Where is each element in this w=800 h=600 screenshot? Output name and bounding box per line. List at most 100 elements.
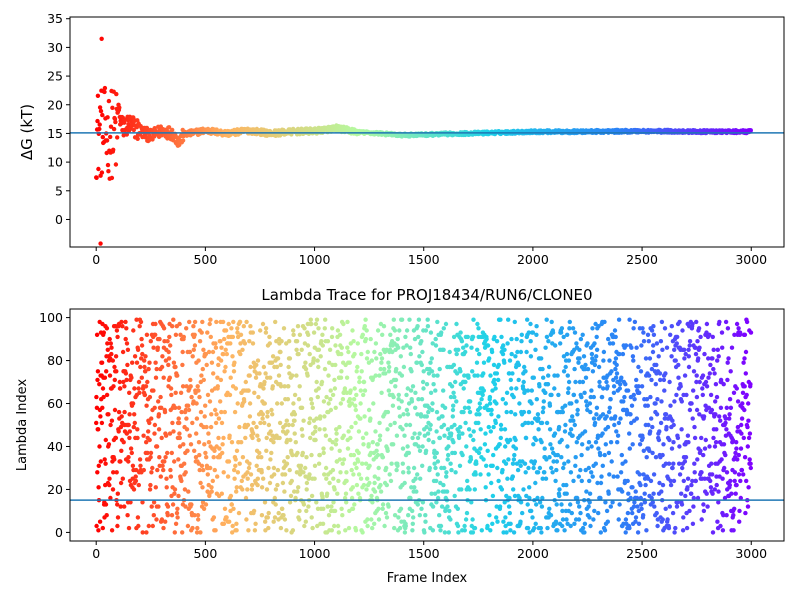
lambda-point: [575, 495, 580, 501]
delta-g-point: [106, 169, 111, 174]
lambda-point: [428, 360, 433, 365]
lambda-point: [130, 463, 136, 468]
lambda-point: [147, 437, 152, 443]
lambda-point: [116, 409, 122, 415]
lambda-point: [105, 341, 110, 346]
lambda-point: [360, 461, 365, 466]
lambda-point: [173, 364, 178, 370]
lambda-point: [351, 397, 357, 402]
lambda-point: [432, 461, 437, 466]
lambda-point: [680, 528, 686, 533]
lambda-point: [567, 326, 572, 331]
delta-g-point: [104, 138, 110, 143]
lambda-point: [491, 362, 497, 368]
lambda-point: [625, 478, 630, 484]
lambda-point: [503, 461, 509, 466]
lambda-point: [242, 399, 247, 404]
lambda-point: [344, 470, 349, 475]
lambda-point: [248, 364, 253, 370]
lambda-point: [362, 388, 368, 393]
lambda-point: [133, 478, 139, 484]
lambda-point: [641, 513, 646, 518]
lambda-point: [138, 319, 144, 325]
lambda-point: [721, 442, 727, 447]
lambda-point: [339, 345, 344, 350]
lambda-point: [707, 371, 712, 376]
lambda-point: [369, 358, 374, 363]
lambda-point: [318, 354, 323, 359]
lambda-point: [725, 377, 730, 383]
lambda-point: [375, 452, 381, 458]
lambda-point: [680, 328, 685, 333]
lambda-point: [727, 397, 733, 402]
lambda-point: [352, 386, 357, 391]
lambda-point: [700, 373, 706, 378]
lambda-point: [555, 452, 560, 458]
lambda-point: [746, 418, 751, 423]
lambda-point: [314, 379, 319, 385]
lambda-point: [327, 480, 332, 486]
lambda-point: [142, 364, 147, 370]
lambda-point: [333, 343, 338, 348]
lambda-point: [127, 390, 132, 395]
lambda-point: [507, 358, 513, 363]
lambda-point: [667, 504, 672, 509]
lambda-point: [460, 452, 465, 458]
lambda-point: [685, 433, 691, 438]
lambda-point: [658, 420, 664, 426]
lambda-point: [255, 482, 260, 488]
lambda-point: [214, 319, 219, 325]
lambda-point: [316, 364, 321, 370]
lambda-point: [113, 435, 119, 441]
lambda-point: [224, 351, 229, 357]
lambda-point: [660, 482, 666, 488]
lambda-point: [299, 347, 304, 352]
lambda-point: [658, 339, 664, 344]
lambda-point: [218, 399, 223, 404]
lambda-point: [470, 369, 475, 374]
delta-g-point: [105, 115, 110, 120]
lambda-point: [608, 397, 613, 402]
bottom-x-tick-label: 2000: [517, 546, 549, 561]
lambda-point: [152, 422, 158, 428]
delta-g-point: [102, 85, 108, 91]
lambda-point: [136, 379, 142, 385]
lambda-point: [748, 330, 754, 335]
lambda-point: [239, 478, 244, 484]
lambda-point: [729, 491, 734, 496]
lambda-point: [341, 321, 346, 327]
lambda-point: [731, 390, 737, 395]
lambda-point: [164, 485, 169, 490]
delta-g-point: [111, 147, 116, 152]
lambda-point: [184, 416, 189, 421]
lambda-point: [267, 341, 272, 346]
lambda-point: [606, 336, 611, 342]
lambda-point: [213, 407, 218, 413]
lambda-point: [361, 482, 367, 488]
lambda-point: [415, 435, 421, 441]
lambda-point: [284, 461, 290, 466]
lambda-point: [606, 491, 611, 496]
lambda-point: [246, 528, 251, 533]
lambda-point: [329, 334, 335, 340]
lambda-point: [725, 326, 731, 331]
lambda-point: [539, 440, 544, 445]
lambda-point: [361, 392, 366, 398]
lambda-point: [506, 504, 512, 509]
lambda-point: [405, 412, 411, 417]
lambda-point: [335, 491, 340, 496]
lambda-point: [246, 465, 252, 471]
delta-g-point: [113, 162, 119, 167]
lambda-point: [163, 519, 168, 524]
lambda-point: [229, 326, 234, 331]
lambda-point: [470, 334, 476, 340]
lambda-point: [332, 523, 337, 529]
delta-g-point: [98, 108, 104, 114]
lambda-point: [303, 519, 308, 524]
lambda-point: [650, 349, 656, 355]
top-y-tick-label: 5: [55, 183, 63, 198]
lambda-point: [362, 324, 367, 329]
lambda-point: [512, 319, 517, 325]
lambda-point: [429, 356, 434, 361]
lambda-point: [631, 504, 637, 509]
